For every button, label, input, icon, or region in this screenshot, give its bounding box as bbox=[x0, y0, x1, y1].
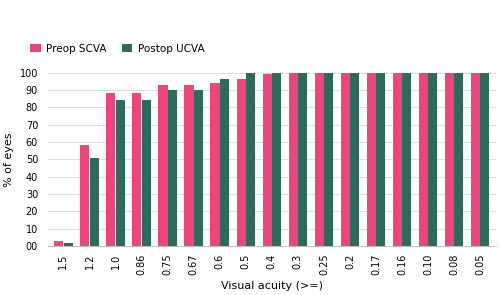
Bar bbox=[132, 93, 141, 246]
Bar bbox=[314, 73, 324, 246]
Bar bbox=[194, 90, 203, 246]
Bar bbox=[324, 73, 333, 246]
Bar bbox=[376, 73, 386, 246]
Bar bbox=[272, 73, 281, 246]
Bar bbox=[393, 73, 402, 246]
Bar bbox=[402, 73, 411, 246]
Bar bbox=[64, 242, 72, 246]
Bar bbox=[80, 145, 90, 246]
Bar bbox=[340, 73, 350, 246]
Bar bbox=[106, 93, 116, 246]
Bar bbox=[445, 73, 454, 246]
Bar bbox=[298, 73, 307, 246]
Legend: Preop SCVA, Postop UCVA: Preop SCVA, Postop UCVA bbox=[26, 40, 208, 58]
Bar bbox=[367, 73, 376, 246]
Bar bbox=[210, 83, 220, 246]
Bar bbox=[454, 73, 464, 246]
Bar bbox=[142, 100, 151, 246]
Bar bbox=[184, 85, 194, 246]
Bar bbox=[428, 73, 438, 246]
Bar bbox=[90, 158, 98, 246]
Bar bbox=[480, 73, 490, 246]
Bar bbox=[220, 79, 229, 246]
Bar bbox=[236, 79, 246, 246]
Bar bbox=[419, 73, 428, 246]
Bar bbox=[288, 73, 298, 246]
Bar bbox=[116, 100, 125, 246]
Bar bbox=[471, 73, 480, 246]
Bar bbox=[350, 73, 359, 246]
Bar bbox=[262, 74, 272, 246]
Bar bbox=[168, 90, 177, 246]
Bar bbox=[158, 85, 168, 246]
X-axis label: Visual acuity (>=): Visual acuity (>=) bbox=[221, 281, 323, 291]
Y-axis label: % of eyes: % of eyes bbox=[4, 132, 14, 186]
Bar bbox=[246, 73, 255, 246]
Bar bbox=[54, 241, 64, 246]
